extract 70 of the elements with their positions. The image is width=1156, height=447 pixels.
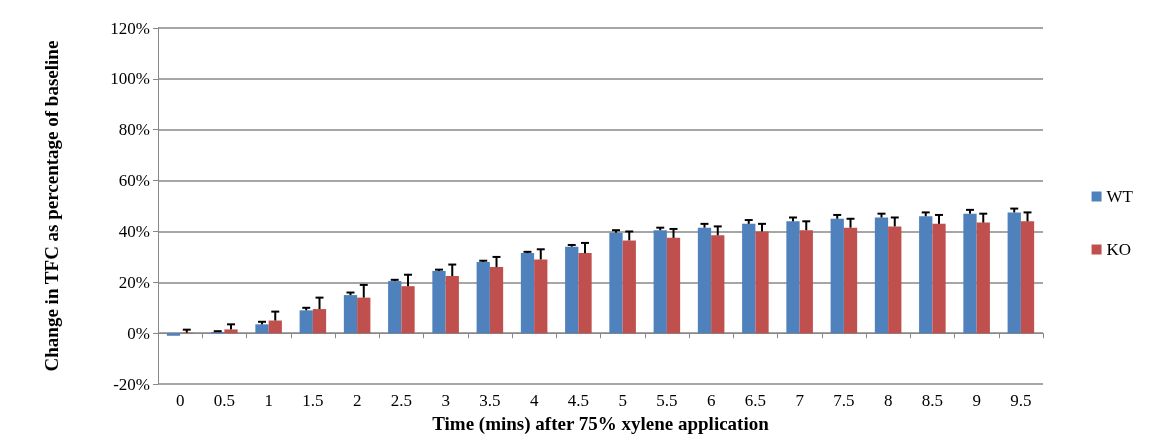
y-tick-label: 120%	[110, 18, 150, 38]
bar	[432, 270, 446, 334]
bar	[843, 227, 858, 334]
x-tick-label: 8.5	[921, 391, 943, 411]
bar	[888, 226, 902, 334]
bar	[445, 276, 459, 334]
bar	[534, 259, 548, 334]
y-tick-label: -20%	[113, 374, 150, 394]
x-tick-label: 9	[972, 391, 981, 411]
bar	[578, 253, 592, 334]
bar	[874, 217, 889, 334]
bar	[565, 246, 579, 334]
bar	[1007, 212, 1021, 334]
bar	[697, 227, 712, 334]
bar	[963, 213, 977, 334]
legend-label: KO	[1106, 240, 1132, 259]
bar	[401, 286, 415, 334]
bar	[388, 281, 402, 334]
bar	[609, 232, 623, 334]
x-tick-label: 2.5	[390, 391, 412, 411]
y-tick-label: 80%	[118, 120, 150, 140]
bar	[255, 324, 269, 334]
x-tick-label: 6.5	[744, 391, 766, 411]
x-tick-label: 8	[883, 391, 893, 411]
y-tick-label: 100%	[110, 69, 150, 89]
bar	[357, 297, 371, 334]
x-tick-label: 7	[795, 391, 805, 411]
x-tick-label: 2	[352, 391, 362, 411]
bar	[299, 310, 313, 334]
bar	[653, 230, 667, 334]
bar	[919, 216, 933, 334]
x-axis-title: Time (mins) after 75% xylene application	[432, 413, 770, 435]
x-tick-label: 7.5	[833, 391, 855, 411]
bar	[224, 329, 238, 334]
bar	[932, 223, 946, 334]
bar	[666, 237, 681, 334]
x-tick-label: 3	[441, 391, 450, 411]
bar	[476, 262, 490, 334]
bar	[786, 221, 800, 334]
bar	[312, 309, 327, 334]
x-tick-label: 5.5	[656, 391, 678, 411]
bar	[742, 223, 756, 334]
bar	[166, 333, 181, 336]
bar	[976, 222, 990, 334]
bar	[520, 253, 535, 334]
bar	[799, 230, 813, 334]
bar	[268, 320, 282, 334]
bar	[343, 295, 358, 334]
legend-label: WT	[1106, 187, 1134, 206]
x-tick-label: 1.5	[302, 391, 324, 411]
bar	[755, 231, 769, 334]
y-tick-label: 60%	[118, 171, 150, 191]
x-tick-label: 5	[618, 391, 627, 411]
x-tick-label: 4	[529, 391, 539, 411]
y-tick-label: 0%	[127, 323, 150, 343]
bar	[830, 218, 844, 334]
x-tick-label: 6	[706, 391, 716, 411]
bar	[711, 235, 725, 334]
bar	[622, 240, 636, 334]
bar	[489, 267, 504, 334]
y-tick-label: 40%	[118, 221, 150, 241]
x-tick-label: 0	[175, 391, 185, 411]
x-tick-label: 9.5	[1010, 391, 1032, 411]
x-tick-label: 1	[264, 391, 273, 411]
x-tick-label: 0.5	[213, 391, 235, 411]
x-tick-label: 3.5	[479, 391, 501, 411]
x-tick-label: 4.5	[567, 391, 589, 411]
bar	[1020, 221, 1035, 334]
y-tick-label: 20%	[118, 272, 150, 292]
y-axis-title: Change in TFC as percentage of baseline	[40, 40, 62, 372]
